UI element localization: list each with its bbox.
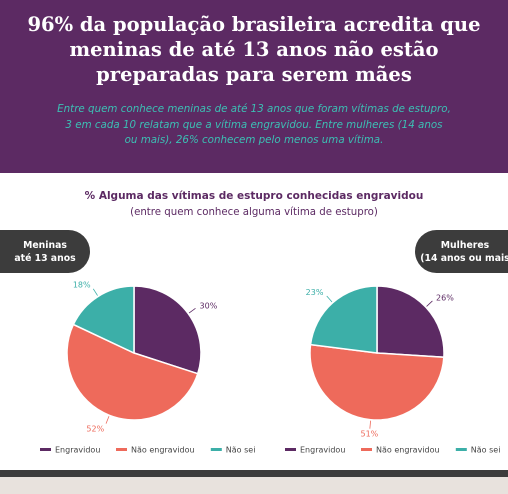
page-title: 96% da população brasileira acredita que… — [10, 12, 498, 87]
legend-swatch — [210, 448, 222, 451]
subtitle-line: ou mais), 26% conhecem pelo menos uma ví… — [124, 134, 384, 146]
group-tag-girls: Meninas até 13 anos — [0, 230, 90, 273]
footer-bar — [0, 470, 508, 477]
pie-slice-nao-sei — [72, 285, 135, 355]
data-label: 51% — [360, 430, 378, 439]
legend-label: Não engravidou — [376, 446, 440, 455]
legend-label: Não engravidou — [131, 446, 195, 455]
group-tag-women: Mulheres (14 anos ou mais — [415, 230, 508, 273]
title-line: meninas de até 13 anos não estão — [69, 38, 439, 61]
leader-line — [369, 420, 371, 429]
data-label: 26% — [436, 294, 454, 303]
footer — [0, 477, 508, 494]
title-line: 96% da população brasileira acredita que — [27, 13, 481, 36]
tag-line: Mulheres — [440, 239, 490, 251]
title-line: preparadas para serem mães — [96, 63, 412, 86]
tag-line: Meninas — [23, 239, 67, 251]
data-label: 23% — [306, 288, 324, 297]
pie-slice-engravidou — [133, 285, 202, 375]
legend-swatch — [455, 448, 467, 451]
pie-slice-nao-engravidou — [309, 343, 445, 421]
subtitle-line: 3 em cada 10 relatam que a vítima engrav… — [65, 118, 443, 131]
page-subtitle: Entre quem conhece meninas de até 13 ano… — [30, 102, 478, 149]
legend-swatch — [40, 448, 51, 451]
subtitle-line: Entre quem conhece meninas de até 13 ano… — [57, 103, 451, 115]
data-label: 18% — [73, 281, 91, 290]
legend-label: Não sei — [226, 446, 256, 455]
data-label: 30% — [200, 301, 218, 310]
legend-swatch — [116, 448, 127, 451]
leader-line — [105, 416, 110, 424]
legend-label: Engravidou — [55, 446, 100, 455]
leader-line — [426, 300, 433, 307]
pie-slice-nao-engravidou — [66, 323, 199, 421]
leader-line — [92, 288, 98, 296]
legend-swatch — [361, 448, 372, 451]
chart-title: % Alguma das vítimas de estupro conhecid… — [84, 190, 424, 202]
legend-label: Engravidou — [300, 446, 345, 455]
tag-line: até 13 anos — [14, 252, 76, 264]
pie-slice-nao-sei — [309, 285, 378, 354]
chart-subtitle: (entre quem conhece alguma vítima de est… — [130, 207, 378, 218]
legend-label: Não sei — [471, 446, 501, 455]
pie-slice-engravidou — [376, 285, 445, 359]
data-label: 52% — [86, 424, 104, 433]
leader-line — [326, 295, 333, 303]
tag-line: (14 anos ou mais — [420, 252, 508, 264]
header-banner: 96% da população brasileira acredita que… — [0, 0, 508, 173]
legend-swatch — [285, 448, 296, 451]
leader-line — [188, 308, 196, 314]
